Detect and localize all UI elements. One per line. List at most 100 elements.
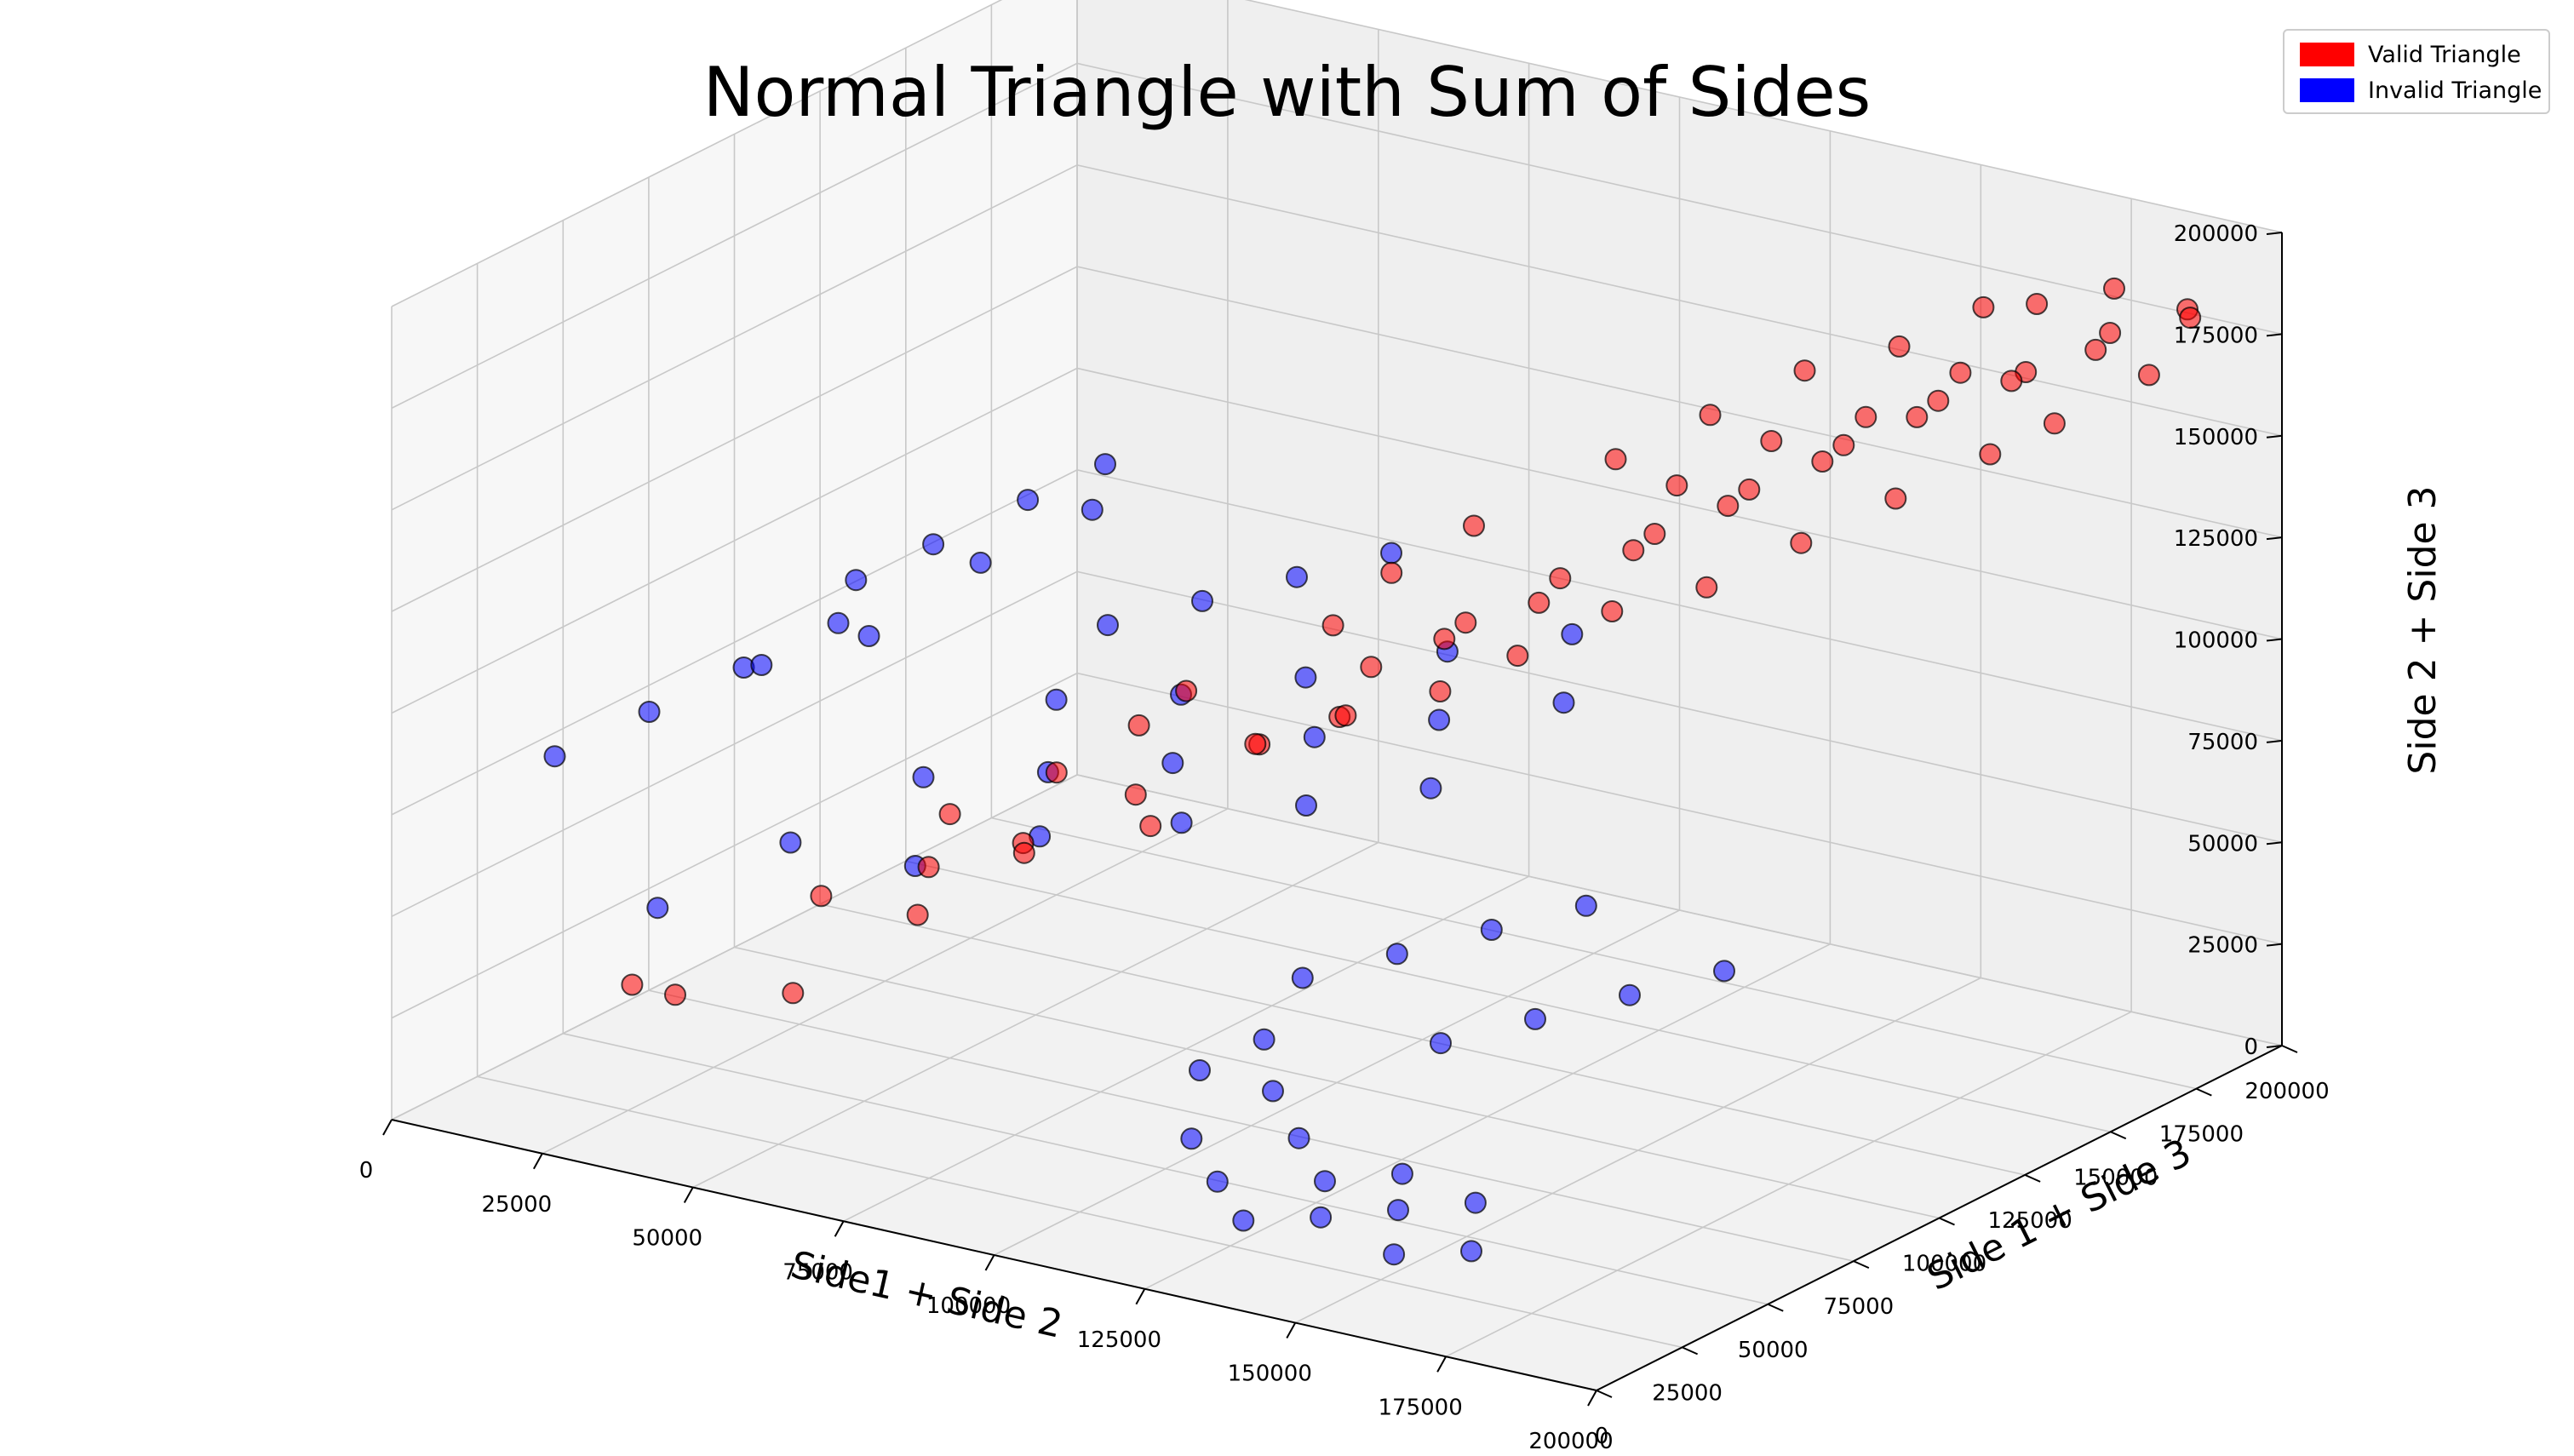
valid-point [1549,567,1572,590]
valid-point [2084,338,2107,361]
valid-point [1927,389,1950,412]
valid-point [782,982,805,1005]
invalid-point [969,551,992,574]
invalid-point [1262,1080,1284,1103]
invalid-point [779,831,802,854]
invalid-point [1045,688,1068,711]
z-tick [2266,434,2283,439]
valid-point [938,803,961,826]
invalid-point [1191,589,1213,612]
invalid-point [1291,966,1314,989]
z-tick-label: 150000 [2174,425,2258,450]
legend-label-valid: Valid Triangle [2368,41,2521,68]
valid-point [1601,600,1624,622]
invalid-point [1419,777,1442,800]
invalid-point [1253,1028,1276,1051]
z-tick-label: 125000 [2174,526,2258,552]
valid-point [1127,714,1150,737]
invalid-point [1170,811,1193,834]
x-tick [1135,1288,1146,1305]
invalid-point [1295,794,1317,817]
x-tick [382,1119,393,1136]
x-tick-label: 0 [359,1158,374,1184]
y-tick [1767,1303,1784,1312]
invalid-point [1524,1007,1546,1030]
valid-point [2000,370,2023,393]
valid-point [1622,539,1645,562]
valid-point [1906,405,1929,428]
z-tick [2266,1045,2283,1048]
valid-point [1433,628,1456,651]
valid-point [1760,430,1783,452]
legend-item-valid: Valid Triangle [2300,37,2521,72]
gridline-y [1076,0,2283,1046]
invalid-point [1161,752,1184,775]
y-tick-label: 200000 [2244,1079,2329,1104]
invalid-point [1619,983,1641,1006]
y-tick [2281,1045,2298,1053]
valid-point [1717,495,1740,518]
legend-swatch-valid [2300,43,2354,66]
invalid-point [646,897,669,920]
valid-point [810,885,833,908]
z-tick-label: 50000 [2187,831,2258,857]
valid-point [1454,611,1477,634]
valid-point [1695,576,1718,599]
invalid-point [1081,498,1104,521]
valid-point [917,856,940,879]
valid-point [2099,322,2122,344]
invalid-point [1574,894,1597,917]
z-tick [2266,841,2283,846]
y-tick [1682,1346,1699,1356]
y-tick-label: 50000 [1738,1338,1809,1363]
invalid-point [1294,666,1317,689]
y-tick [1596,1390,1613,1398]
invalid-point [1286,565,1308,588]
valid-point [1855,405,1877,428]
x-tick-label: 175000 [1378,1395,1462,1420]
x-tick [1436,1356,1447,1373]
y-tick [1939,1217,1955,1226]
y-tick [2195,1087,2212,1097]
y-tick-label: 175000 [2159,1122,2244,1148]
z-axis-title: Side 2 + Side 3 [2401,485,2445,774]
valid-point [1360,656,1383,679]
valid-point [906,903,929,926]
invalid-point [1480,919,1503,941]
valid-point [621,973,644,996]
invalid-point [543,745,566,768]
valid-point [1832,433,1855,456]
invalid-point [1097,614,1119,637]
valid-point [1979,443,2002,466]
valid-point [2179,307,2202,330]
invalid-point [827,611,850,634]
valid-point [1884,487,1907,510]
invalid-point [1383,1243,1406,1266]
invalid-point [1189,1059,1211,1081]
valid-point [1175,679,1198,702]
y-tick-label: 125000 [1987,1208,2072,1234]
gridline-y [648,177,1855,1262]
valid-point [1429,680,1452,702]
legend-item-invalid: Invalid Triangle [2300,73,2542,107]
z-tick-label: 100000 [2174,628,2258,654]
valid-point [1699,404,1722,427]
valid-point [1528,591,1551,614]
x-tick-label: 50000 [632,1226,702,1252]
gridline-y [990,4,2197,1090]
gridline-z [391,0,2283,307]
invalid-point [1428,708,1451,731]
valid-point [2103,277,2125,300]
x-tick [1587,1390,1597,1407]
z-tick [2266,638,2283,642]
invalid-point [1380,542,1402,565]
valid-point [664,983,686,1006]
valid-point [2043,412,2066,435]
valid-point [1012,841,1035,864]
y-tick-label: 25000 [1652,1380,1723,1406]
x-tick-label: 125000 [1077,1327,1161,1353]
invalid-point [1460,1240,1482,1263]
z-tick-label: 0 [2244,1035,2258,1060]
